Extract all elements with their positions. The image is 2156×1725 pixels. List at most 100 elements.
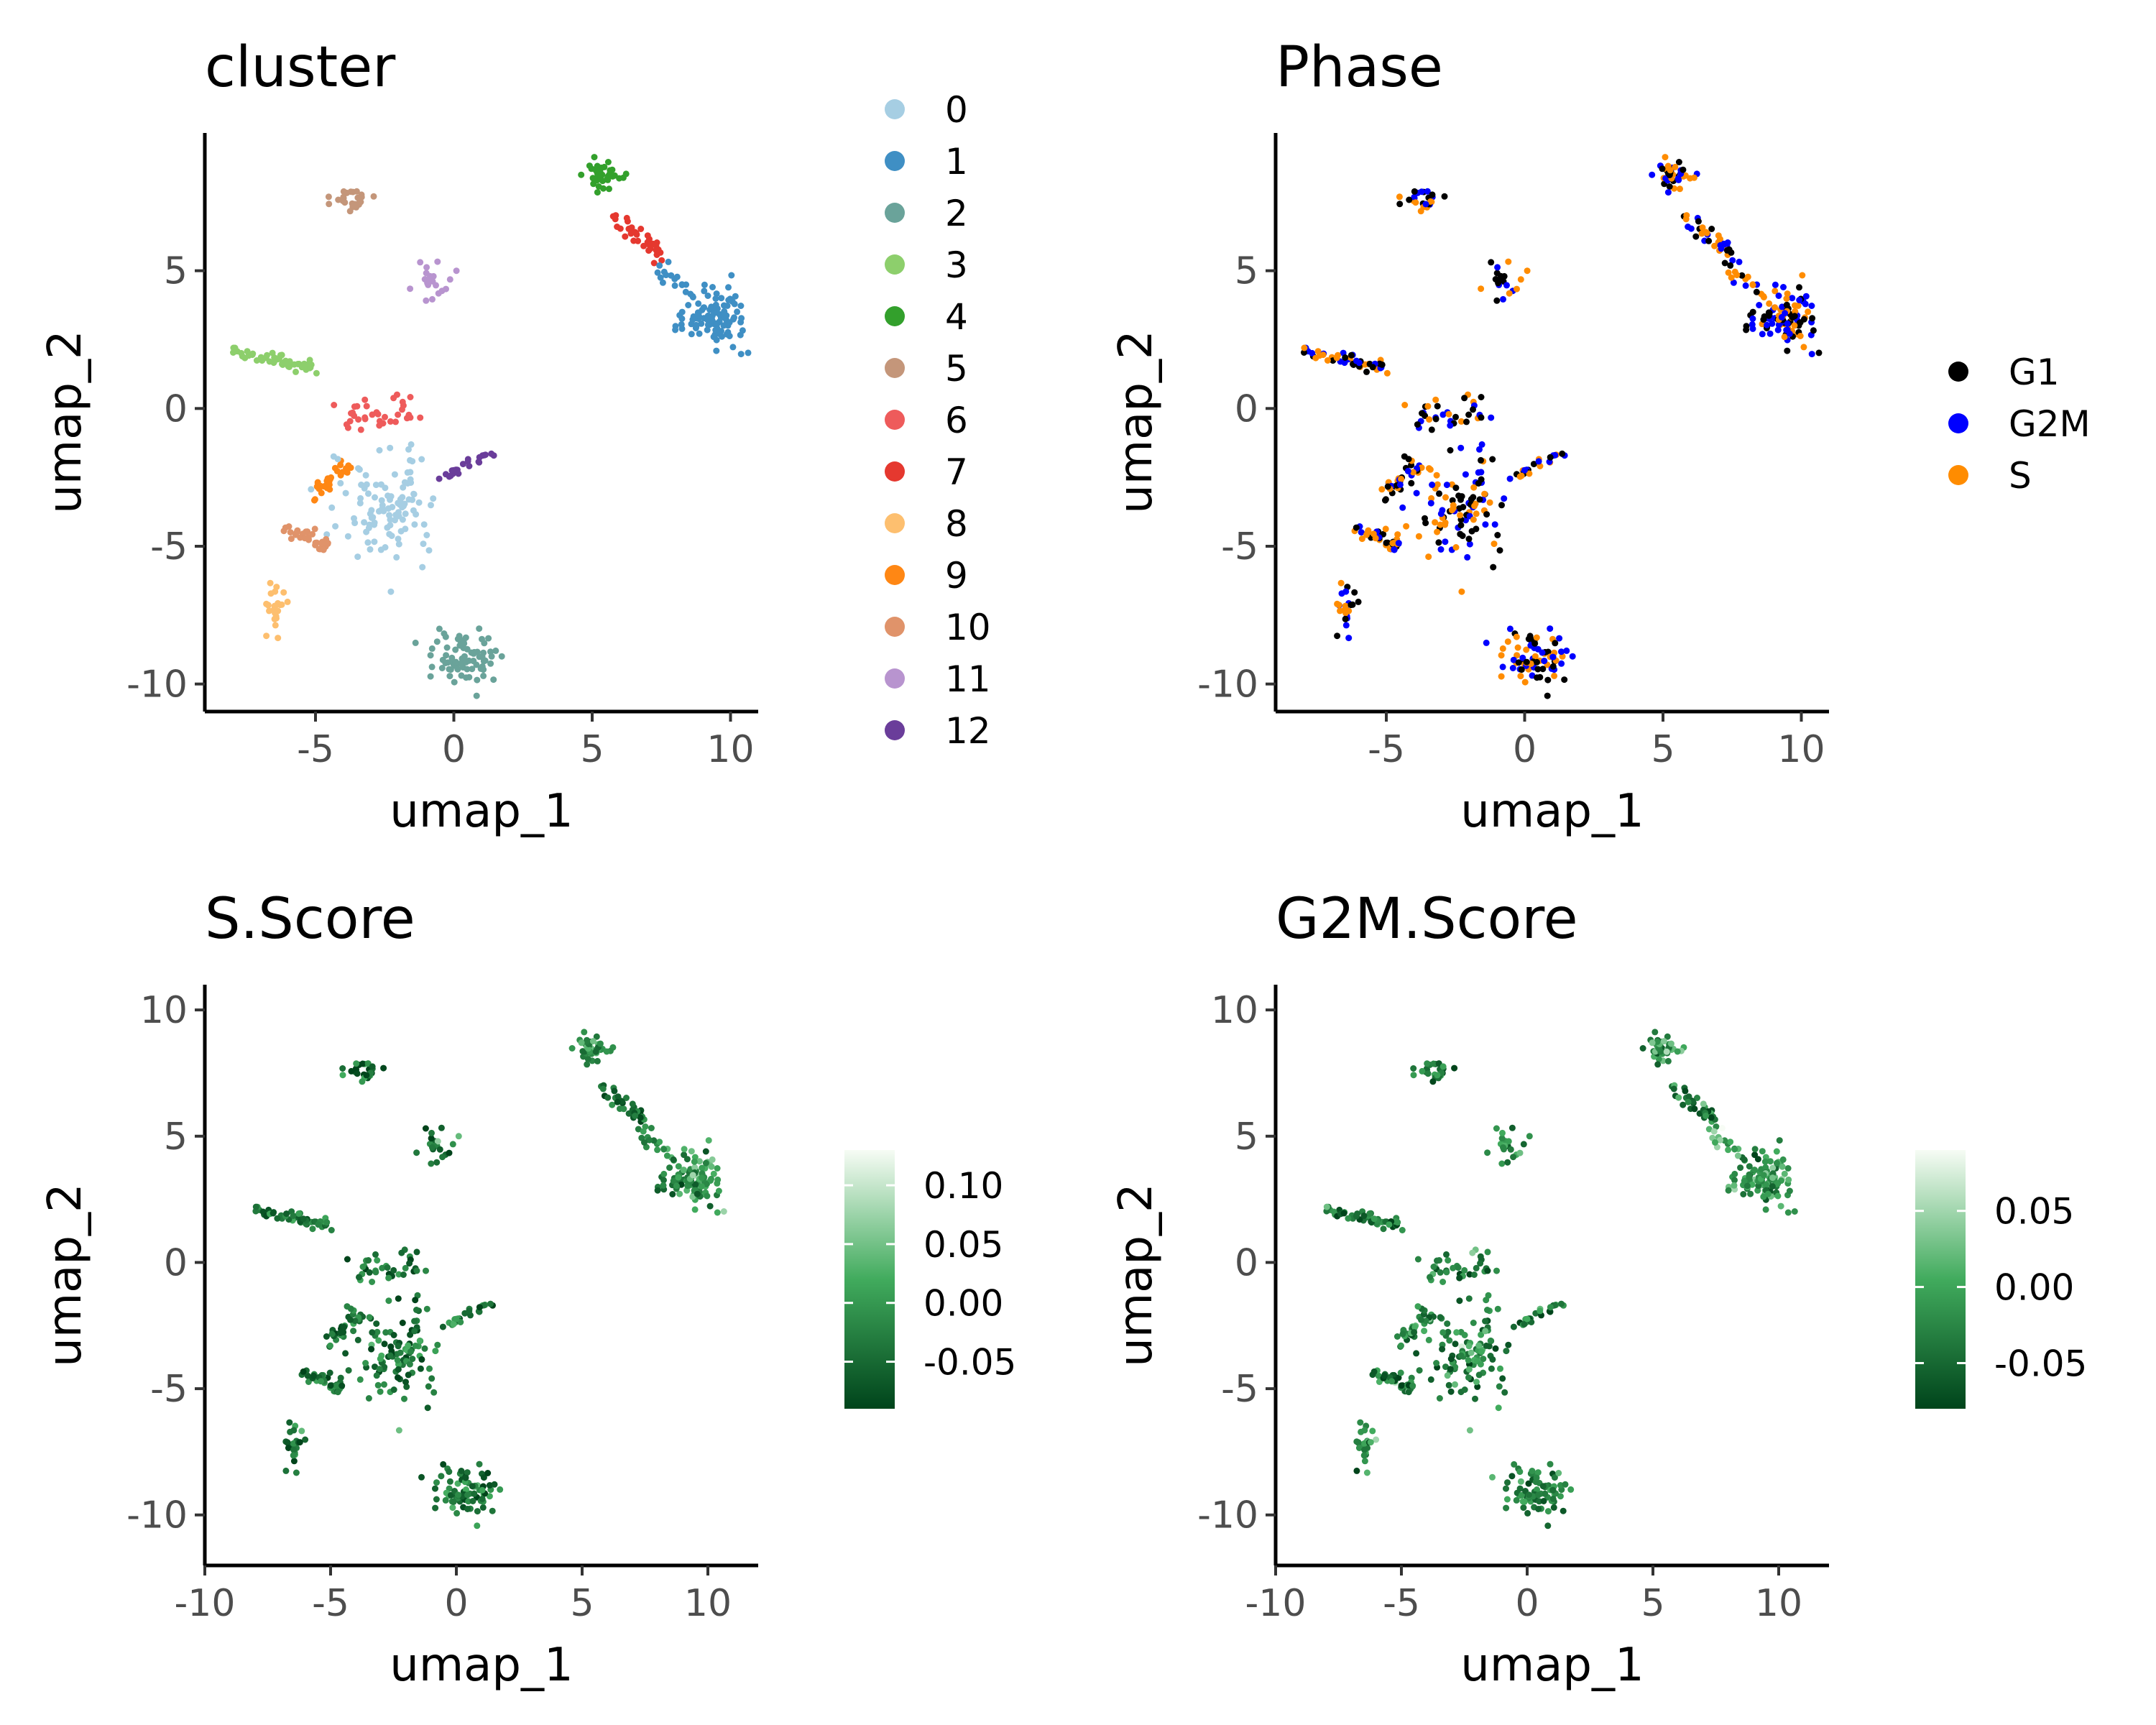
- cell-point: [1478, 1331, 1485, 1338]
- cell-point: [272, 588, 279, 595]
- cell-point: [1364, 529, 1371, 536]
- cell-point: [1345, 1215, 1352, 1222]
- cell-point: [1414, 1256, 1422, 1263]
- cell-point: [1506, 475, 1514, 482]
- cell-point: [1774, 1192, 1782, 1200]
- legend-label: 6: [945, 400, 968, 441]
- cell-point: [672, 326, 679, 334]
- cell-point: [689, 1172, 696, 1179]
- cell-point: [406, 1361, 413, 1368]
- cell-point: [361, 396, 369, 403]
- cell-point: [694, 312, 701, 319]
- cell-point: [1358, 529, 1365, 536]
- cell-point: [392, 418, 399, 426]
- cell-point: [1518, 472, 1525, 479]
- cell-point: [290, 1213, 297, 1219]
- cell-point: [487, 660, 494, 667]
- cell-point: [1489, 1473, 1496, 1481]
- cell-point: [1772, 304, 1779, 311]
- cell-point: [375, 1337, 382, 1344]
- cell-point: [1674, 175, 1682, 182]
- cell-point: [387, 444, 394, 451]
- cell-point: [469, 666, 476, 673]
- cell-point: [1465, 1343, 1473, 1350]
- cell-point: [1549, 1495, 1557, 1502]
- cell-point: [1519, 654, 1526, 661]
- cell-point: [1501, 495, 1508, 502]
- cell-point: [1534, 666, 1542, 673]
- cell-point: [609, 1101, 616, 1108]
- cell-point: [354, 1336, 361, 1343]
- cell-point: [604, 159, 612, 165]
- cell-point: [1461, 395, 1468, 402]
- colorbar-tick-label: 0.00: [1994, 1267, 2074, 1309]
- y-tick-label: 5: [164, 250, 188, 293]
- cell-point: [1805, 308, 1812, 316]
- cell-point: [1659, 165, 1666, 172]
- cell-point: [1369, 364, 1376, 371]
- cell-point: [678, 321, 685, 328]
- cell-point: [1535, 1491, 1542, 1499]
- cell-point: [1514, 644, 1521, 651]
- cell-point: [474, 676, 481, 684]
- cell-point: [433, 638, 441, 645]
- cell-point: [1457, 418, 1465, 425]
- cell-point: [418, 456, 425, 463]
- cell-point: [486, 1493, 493, 1500]
- y-tick-label: -10: [1197, 663, 1258, 707]
- cell-point: [691, 1164, 699, 1171]
- cell-point: [678, 282, 686, 288]
- cell-point: [341, 199, 349, 206]
- cell-point: [1525, 1480, 1532, 1487]
- cell-point: [660, 1182, 667, 1189]
- cell-point: [282, 357, 289, 364]
- cell-point: [1445, 410, 1452, 418]
- cell-point: [318, 1378, 324, 1385]
- cell-point: [365, 490, 372, 497]
- y-tick-label: -5: [150, 1368, 188, 1411]
- cell-point: [1733, 272, 1741, 279]
- cell-point: [400, 1271, 407, 1278]
- cell-point: [1465, 535, 1473, 543]
- cell-point: [1465, 1357, 1472, 1363]
- cell-point: [1496, 1383, 1503, 1390]
- cell-point: [446, 1478, 453, 1485]
- y-axis-title: umap_2: [39, 1183, 92, 1366]
- cell-point: [1808, 303, 1815, 309]
- colorbar: [844, 1150, 895, 1409]
- cell-point: [1351, 589, 1358, 596]
- cell-point: [1488, 259, 1495, 266]
- cell-point: [1534, 1469, 1542, 1476]
- cell-point: [1445, 1328, 1452, 1335]
- cell-point: [1730, 279, 1737, 286]
- cell-point: [1534, 1486, 1540, 1493]
- cell-point: [1524, 267, 1531, 275]
- cell-point: [376, 422, 383, 429]
- cell-point: [678, 308, 686, 316]
- cell-point: [374, 1381, 382, 1389]
- cell-point: [712, 295, 719, 302]
- cell-point: [701, 304, 708, 311]
- cell-point: [424, 280, 431, 287]
- cell-point: [394, 1357, 401, 1363]
- cell-point: [641, 1139, 648, 1146]
- cell-point: [685, 302, 692, 308]
- cell-point: [720, 322, 727, 329]
- cell-point: [1544, 1522, 1552, 1530]
- cell-point: [434, 1341, 441, 1348]
- cell-point: [1508, 1473, 1516, 1480]
- cell-point: [1504, 1159, 1511, 1166]
- cell-point: [1510, 656, 1517, 663]
- cell-point: [1664, 1033, 1671, 1040]
- cell-point: [1749, 308, 1756, 316]
- cell-point: [1655, 1055, 1662, 1062]
- cell-point: [471, 1490, 478, 1497]
- cell-point: [632, 1113, 639, 1119]
- cell-point: [1561, 676, 1568, 684]
- cell-point: [629, 1100, 636, 1108]
- legend-label: 12: [945, 710, 991, 752]
- cell-point: [320, 546, 327, 553]
- cell-point: [367, 510, 374, 518]
- cell-point: [1418, 1316, 1424, 1323]
- cell-point: [1439, 1063, 1447, 1070]
